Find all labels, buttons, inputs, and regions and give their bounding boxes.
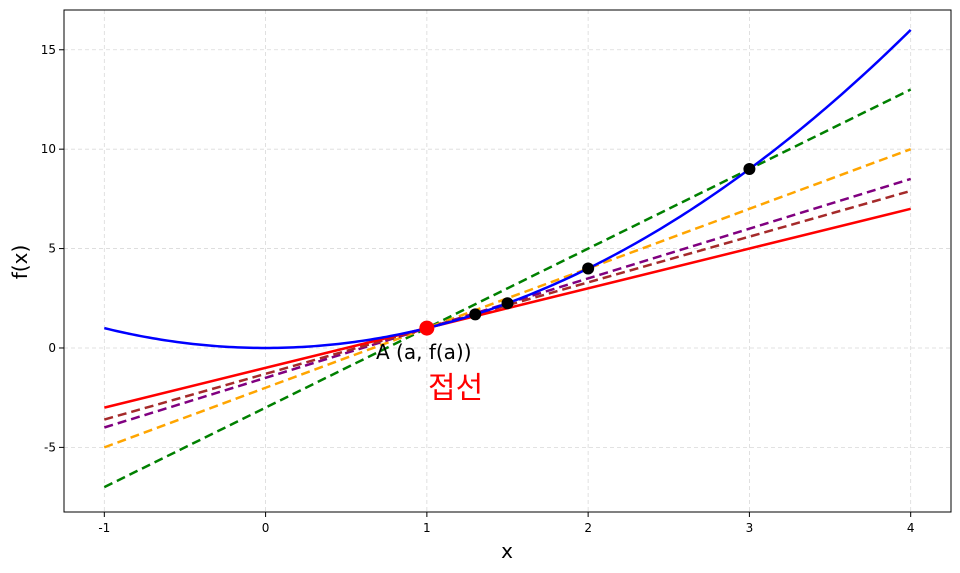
y-tick-label: 15	[41, 43, 56, 57]
secant-point	[582, 262, 595, 275]
y-tick-label: 5	[48, 242, 56, 256]
y-axis-title: f(x)	[8, 245, 32, 279]
y-tick-label: 10	[41, 142, 56, 156]
secant-point	[501, 297, 514, 310]
annotation-tangent: 접선	[428, 371, 483, 406]
x-tick-label: 4	[907, 521, 915, 535]
secant-point	[743, 163, 756, 176]
plot-lines	[103, 28, 912, 489]
plot-frame	[63, 9, 952, 513]
x-tick-label: 0	[262, 521, 270, 535]
point-a	[419, 320, 435, 336]
x-tick-label: -1	[98, 521, 110, 535]
x-tick-label: 1	[423, 521, 431, 535]
x-tick-label: 3	[746, 521, 754, 535]
y-tick-label: 0	[48, 341, 56, 355]
secant-line-1	[103, 88, 912, 489]
annotation-point-a: A (a, f(a))	[376, 340, 472, 364]
grid	[64, 10, 951, 512]
x-axis-ticks: -1 0 1 2 3 4	[98, 512, 915, 535]
x-tick-label: 2	[584, 521, 592, 535]
x-axis-title: x	[501, 539, 513, 563]
secant-point	[469, 308, 482, 321]
plot-points	[419, 163, 756, 336]
y-tick-label: -5	[44, 440, 56, 454]
y-axis-ticks: -5 0 5 10 15	[41, 43, 64, 454]
secant-line-2	[103, 147, 912, 449]
